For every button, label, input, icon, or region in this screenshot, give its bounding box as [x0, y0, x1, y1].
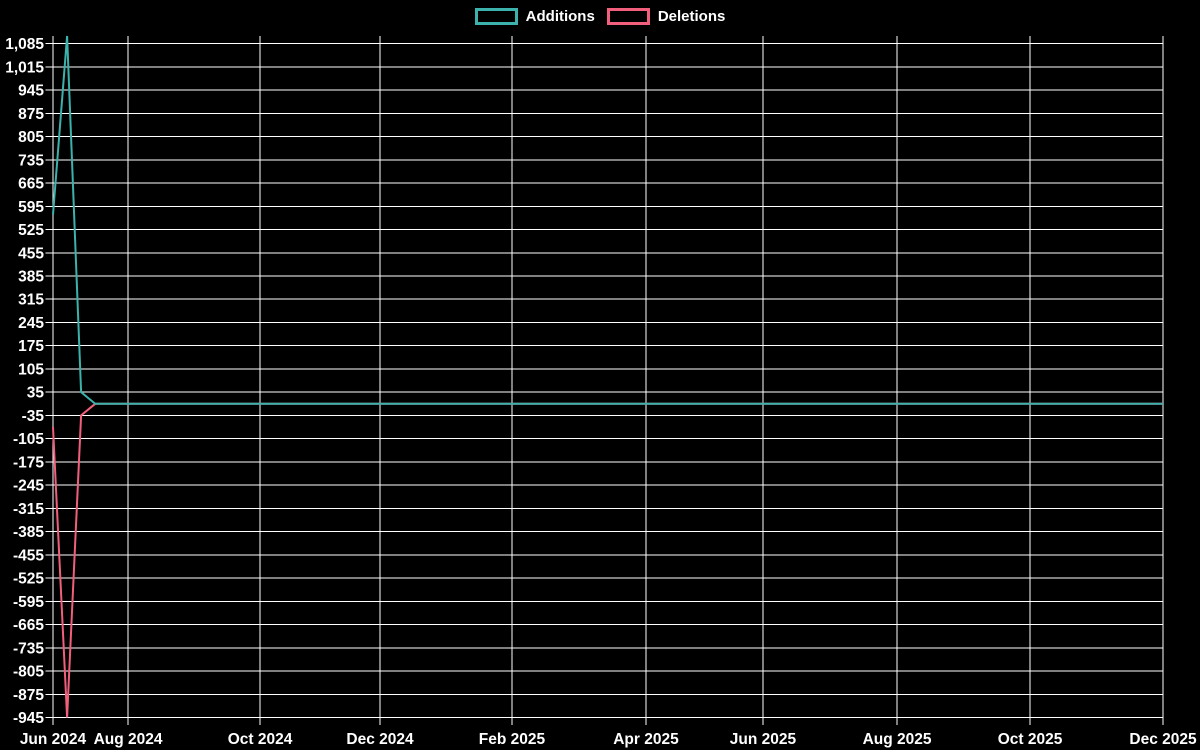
y-axis-tick-label: 665 — [18, 176, 44, 193]
y-axis-tick-label: -315 — [13, 501, 44, 518]
y-axis-tick-label: 1,015 — [5, 59, 44, 76]
y-axis-tick-label: 875 — [18, 106, 44, 123]
y-axis-tick-label: -35 — [22, 408, 45, 425]
y-axis-tick-label: -385 — [13, 524, 44, 541]
y-axis-tick-label: 315 — [18, 292, 44, 309]
y-axis-tick-label: -105 — [13, 431, 44, 448]
y-axis-tick-label: -525 — [13, 571, 44, 588]
y-axis-tick-label: -945 — [13, 710, 44, 727]
x-axis-tick-label: Dec 2024 — [346, 731, 414, 748]
deletions-swatch-icon — [606, 8, 650, 25]
x-axis-tick-label: Aug 2025 — [863, 731, 932, 748]
y-axis-tick-label: 35 — [27, 385, 45, 402]
x-axis-tick-label: Oct 2025 — [998, 731, 1063, 748]
y-axis-tick-label: -875 — [13, 687, 44, 704]
deletions-line — [52, 402, 1163, 718]
y-axis-tick-label: -595 — [13, 594, 44, 611]
x-axis-tick-label: Jun 2024 — [20, 731, 87, 748]
y-axis-tick-label: -245 — [13, 478, 44, 495]
y-axis-tick-label: 105 — [18, 361, 44, 378]
legend-label-additions: Additions — [525, 8, 595, 25]
y-axis-tick-label: 175 — [18, 338, 44, 355]
y-axis-tick-label: -665 — [13, 617, 44, 634]
y-axis-tick-label: 805 — [18, 129, 44, 146]
additions-line — [52, 35, 1163, 405]
y-axis-tick-label: 735 — [18, 152, 44, 169]
x-axis-tick-label: Apr 2025 — [613, 731, 679, 748]
y-axis-tick-label: 385 — [18, 269, 44, 286]
y-axis-tick-label: 455 — [18, 245, 44, 262]
x-axis-tick-label: Oct 2024 — [228, 731, 293, 748]
y-axis-tick-label: -735 — [13, 640, 44, 657]
y-axis-tick-label: -455 — [13, 547, 44, 564]
y-axis-tick-label: -175 — [13, 454, 44, 471]
y-axis-tick-label: 1,085 — [5, 36, 44, 53]
y-axis-tick-label: 595 — [18, 199, 44, 216]
x-axis-tick-label: Aug 2024 — [94, 731, 163, 748]
y-axis-tick-label: -805 — [13, 664, 44, 681]
x-axis-tick-label: Jun 2025 — [730, 731, 797, 748]
x-axis-tick-label: Feb 2025 — [479, 731, 546, 748]
chart-legend: Additions Deletions — [0, 8, 1200, 25]
additions-swatch-icon — [474, 8, 518, 25]
legend-item-deletions[interactable]: Deletions — [606, 8, 726, 25]
x-axis-tick-label: Dec 2025 — [1129, 731, 1197, 748]
legend-label-deletions: Deletions — [657, 8, 726, 25]
y-axis-tick-label: 245 — [18, 315, 44, 332]
y-axis-tick-label: 945 — [18, 83, 44, 100]
y-axis-tick-label: 525 — [18, 222, 44, 239]
legend-item-additions[interactable]: Additions — [474, 8, 595, 25]
